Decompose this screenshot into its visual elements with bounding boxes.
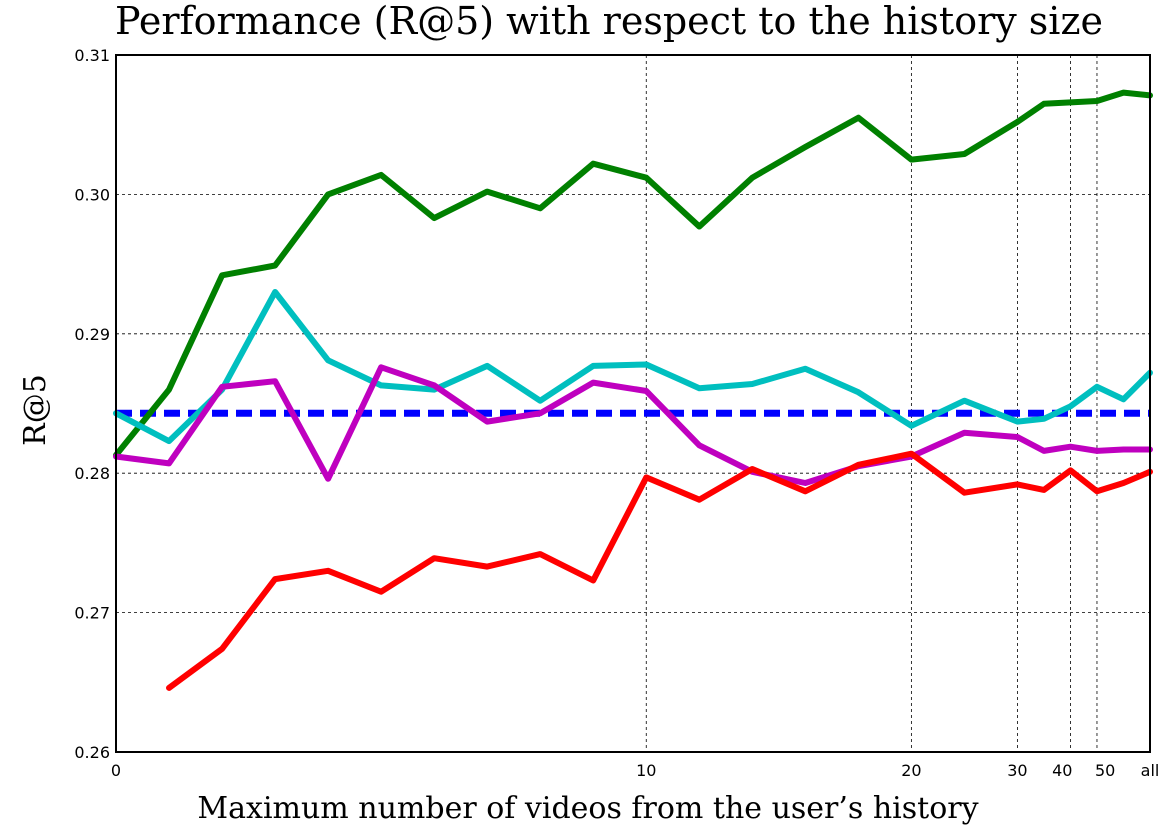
y-tick-label: 0.27: [74, 604, 110, 623]
y-tick-label: 0.30: [74, 185, 110, 204]
y-tick-label: 0.31: [74, 46, 110, 65]
series-line-3: [113, 289, 1153, 445]
y-tick-label: 0.29: [74, 325, 110, 344]
y-tick-labels: 0.26 0.27 0.28 0.29 0.30 0.31: [74, 46, 110, 762]
x-tick-label: 20: [901, 761, 921, 780]
x-tick-label: 50: [1095, 761, 1115, 780]
series-line-4: [113, 364, 1153, 486]
x-tick-label: 30: [1007, 761, 1027, 780]
y-axis-label: R@5: [18, 374, 53, 446]
plot-frame: [115, 54, 1151, 753]
x-tick-label: 40: [1052, 761, 1072, 780]
grid: [115, 54, 1151, 753]
x-tick-label: 10: [636, 761, 656, 780]
x-axis-label: Maximum number of videos from the user’s…: [197, 791, 978, 826]
chart-title: Performance (R@5) with respect to the hi…: [115, 0, 1103, 43]
y-tick-label: 0.26: [74, 743, 110, 762]
y-tick-label: 0.28: [74, 464, 110, 483]
series-line-2: [113, 89, 1153, 459]
x-tick-label: 0: [111, 761, 121, 780]
series-group: [113, 89, 1153, 691]
x-tick-labels: 0 10 20 30 40 50 all: [111, 761, 1158, 780]
series-line-5: [166, 450, 1153, 691]
x-tick-label: all: [1141, 761, 1158, 780]
